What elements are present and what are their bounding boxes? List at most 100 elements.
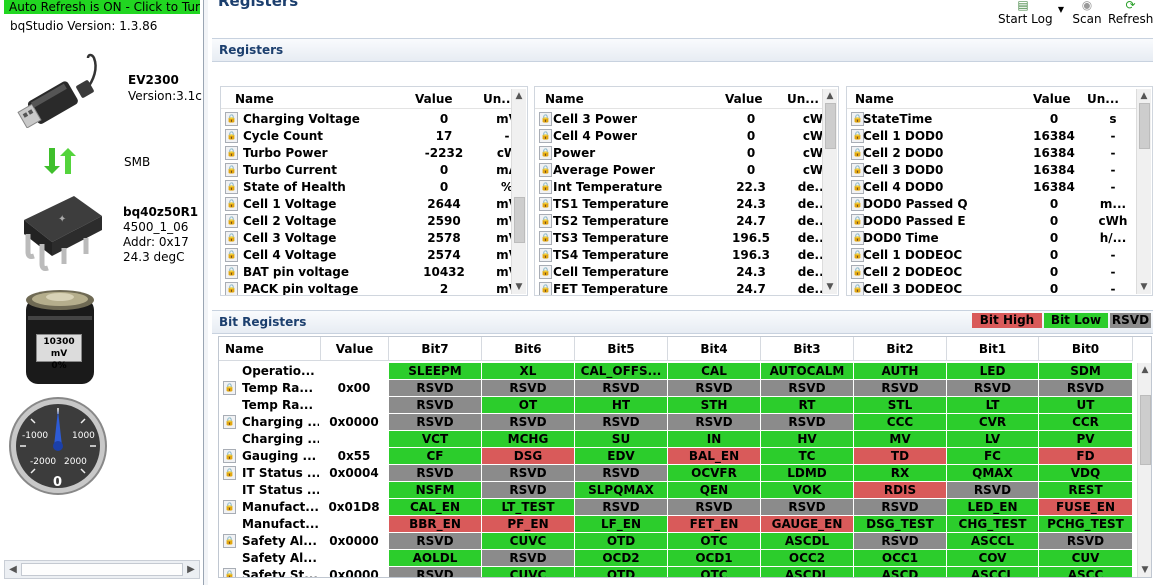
bit-cell[interactable]: NSFM [389,482,482,498]
lock-icon[interactable]: 🔒 [851,265,864,279]
scrollbar-thumb[interactable] [1140,395,1151,465]
bit-register-row[interactable]: Charging ... VCT MCHG SU IN HV MV LV PV [219,431,1139,448]
bit-cell[interactable]: OTD [575,567,668,577]
lock-icon[interactable]: 🔒 [225,231,238,245]
lock-icon[interactable]: 🔒 [225,248,238,262]
register-row[interactable]: 🔒 Cell 4 Voltage 2574 mV [221,247,518,264]
lock-icon[interactable]: 🔒 [539,265,552,279]
vertical-scrollbar[interactable]: ▲ ▼ [511,89,526,294]
bit-cell[interactable]: RSVD [482,482,575,498]
bit-cell[interactable]: RSVD [389,567,482,577]
lock-icon[interactable]: 🔒 [851,129,864,143]
register-row[interactable]: 🔒 TS4 Temperature 196.3 de... [535,247,828,264]
column-header-bit3[interactable]: Bit3 [761,337,854,361]
bit-cell[interactable]: MCHG [482,431,575,447]
bit-cell[interactable]: PCHG_TEST [1039,516,1133,532]
lock-icon[interactable]: 🔒 [223,500,236,514]
bit-cell[interactable]: QMAX [947,465,1039,481]
scroll-right-icon[interactable]: ▶ [187,564,195,575]
column-header-bit5[interactable]: Bit5 [575,337,668,361]
bit-cell[interactable]: RSVD [947,380,1039,396]
register-row[interactable]: 🔒 Cell 1 DODEOC 0 - [847,247,1136,264]
scroll-up-icon[interactable]: ▲ [826,91,834,101]
bit-cell[interactable]: LDMD [761,465,854,481]
bit-cell[interactable]: MV [854,431,947,447]
bit-cell[interactable]: SDM [1039,363,1133,379]
bit-cell[interactable]: OCD1 [668,550,761,566]
lock-icon[interactable]: 🔒 [851,282,864,295]
bit-cell[interactable]: STH [668,397,761,413]
scrollbar-thumb[interactable] [825,103,836,149]
lock-icon[interactable]: 🔒 [851,231,864,245]
bit-cell[interactable]: BBR_EN [389,516,482,532]
bit-cell[interactable]: CHG_TEST [947,516,1039,532]
bit-cell[interactable]: RSVD [389,380,482,396]
bit-cell[interactable]: CUV [1039,550,1133,566]
bit-cell[interactable]: RSVD [482,414,575,430]
register-row[interactable]: 🔒 BAT pin voltage 10432 mV [221,264,518,281]
column-header-value[interactable]: Value [1033,92,1071,106]
bit-register-row[interactable]: Safety Al... AOLDL RSVD OCD2 OCD1 OCC2 OCC1 COV… [219,550,1139,567]
column-header-unit[interactable]: Un... [787,92,819,106]
bit-register-row[interactable]: Manufact... BBR_EN PF_EN LF_EN FET_EN GAUGE_E… [219,516,1139,533]
bit-register-row[interactable]: 🔒 Charging ... 0x0000 RSVD RSVD RSVD RSVD RSVD C… [219,414,1139,431]
bit-cell[interactable]: FC [947,448,1039,464]
bit-cell[interactable]: TD [854,448,947,464]
lock-icon[interactable]: 🔒 [851,163,864,177]
bit-cell[interactable]: BAL_EN [668,448,761,464]
bit-cell[interactable]: RSVD [668,380,761,396]
lock-icon[interactable]: 🔒 [539,180,552,194]
bit-cell[interactable]: OCD2 [575,550,668,566]
bit-cell[interactable]: RX [854,465,947,481]
register-row[interactable]: 🔒 TS1 Temperature 24.3 de... [535,196,828,213]
bit-cell[interactable]: LED_EN [947,499,1039,515]
lock-icon[interactable]: 🔒 [539,197,552,211]
bit-cell[interactable]: RSVD [761,499,854,515]
lock-icon[interactable]: 🔒 [225,265,238,279]
register-row[interactable]: 🔒 Cell 1 Voltage 2644 mV [221,196,518,213]
lock-icon[interactable]: 🔒 [851,214,864,228]
bit-cell[interactable]: CVR [947,414,1039,430]
register-row[interactable]: 🔒 DOD0 Passed E 0 cWh [847,213,1136,230]
bit-cell[interactable]: HT [575,397,668,413]
bit-cell[interactable]: RSVD [761,380,854,396]
bit-cell[interactable]: OCVFR [668,465,761,481]
bit-table-scrollbar[interactable]: ▲ ▼ [1137,363,1151,577]
bit-cell[interactable]: RSVD [761,414,854,430]
lock-icon[interactable]: 🔒 [225,112,238,126]
bit-cell[interactable]: DSG_TEST [854,516,947,532]
register-row[interactable]: 🔒 Turbo Power -2232 cW [221,145,517,162]
bit-cell[interactable]: ASCC [1039,567,1133,577]
bit-cell[interactable]: OCC2 [761,550,854,566]
bit-cell[interactable]: RSVD [854,533,947,549]
bit-register-row[interactable]: IT Status ... NSFM RSVD SLPQMAX QEN VOK RDIS RS… [219,482,1139,499]
lock-icon[interactable]: 🔒 [225,197,238,211]
register-row[interactable]: 🔒 FET Temperature 24.7 de... [535,281,828,295]
column-header-value[interactable]: Value [415,92,453,106]
bit-cell[interactable]: VCT [389,431,482,447]
lock-icon[interactable]: 🔒 [225,129,238,143]
column-header-bit7[interactable]: Bit7 [389,337,482,361]
bit-register-row[interactable]: 🔒 IT Status ... 0x0004 RSVD RSVD RSVD OCVFR LDM… [219,465,1139,482]
bit-cell[interactable]: FD [1039,448,1133,464]
bit-cell[interactable]: OTC [668,533,761,549]
register-row[interactable]: 🔒 Int Temperature 22.3 de... [535,179,828,196]
bit-cell[interactable]: RSVD [482,550,575,566]
lock-icon[interactable]: 🔒 [539,112,552,126]
register-row[interactable]: 🔒 PACK pin voltage 2 mV [221,281,518,295]
bit-cell[interactable]: UT [1039,397,1133,413]
bit-cell[interactable]: RSVD [1039,533,1133,549]
bit-cell[interactable]: LED [947,363,1039,379]
column-header-bit4[interactable]: Bit4 [668,337,761,361]
lock-icon[interactable]: 🔒 [225,282,238,295]
bit-register-row[interactable]: Temp Ra... RSVD OT HT STH RT STL LT UT [219,397,1139,414]
bit-cell[interactable]: TC [761,448,854,464]
bit-cell[interactable]: ASCDL [761,567,854,577]
bit-cell[interactable]: CAL_EN [389,499,482,515]
bit-register-row[interactable]: 🔒 Manufact... 0x01D8 CAL_EN LT_TEST RSVD RSVD R… [219,499,1139,516]
lock-icon[interactable]: 🔒 [851,248,864,262]
column-header-bit2[interactable]: Bit2 [854,337,947,361]
lock-icon[interactable]: 🔒 [539,282,552,295]
bit-cell[interactable]: ASCDL [761,533,854,549]
bit-cell[interactable]: RDIS [854,482,947,498]
